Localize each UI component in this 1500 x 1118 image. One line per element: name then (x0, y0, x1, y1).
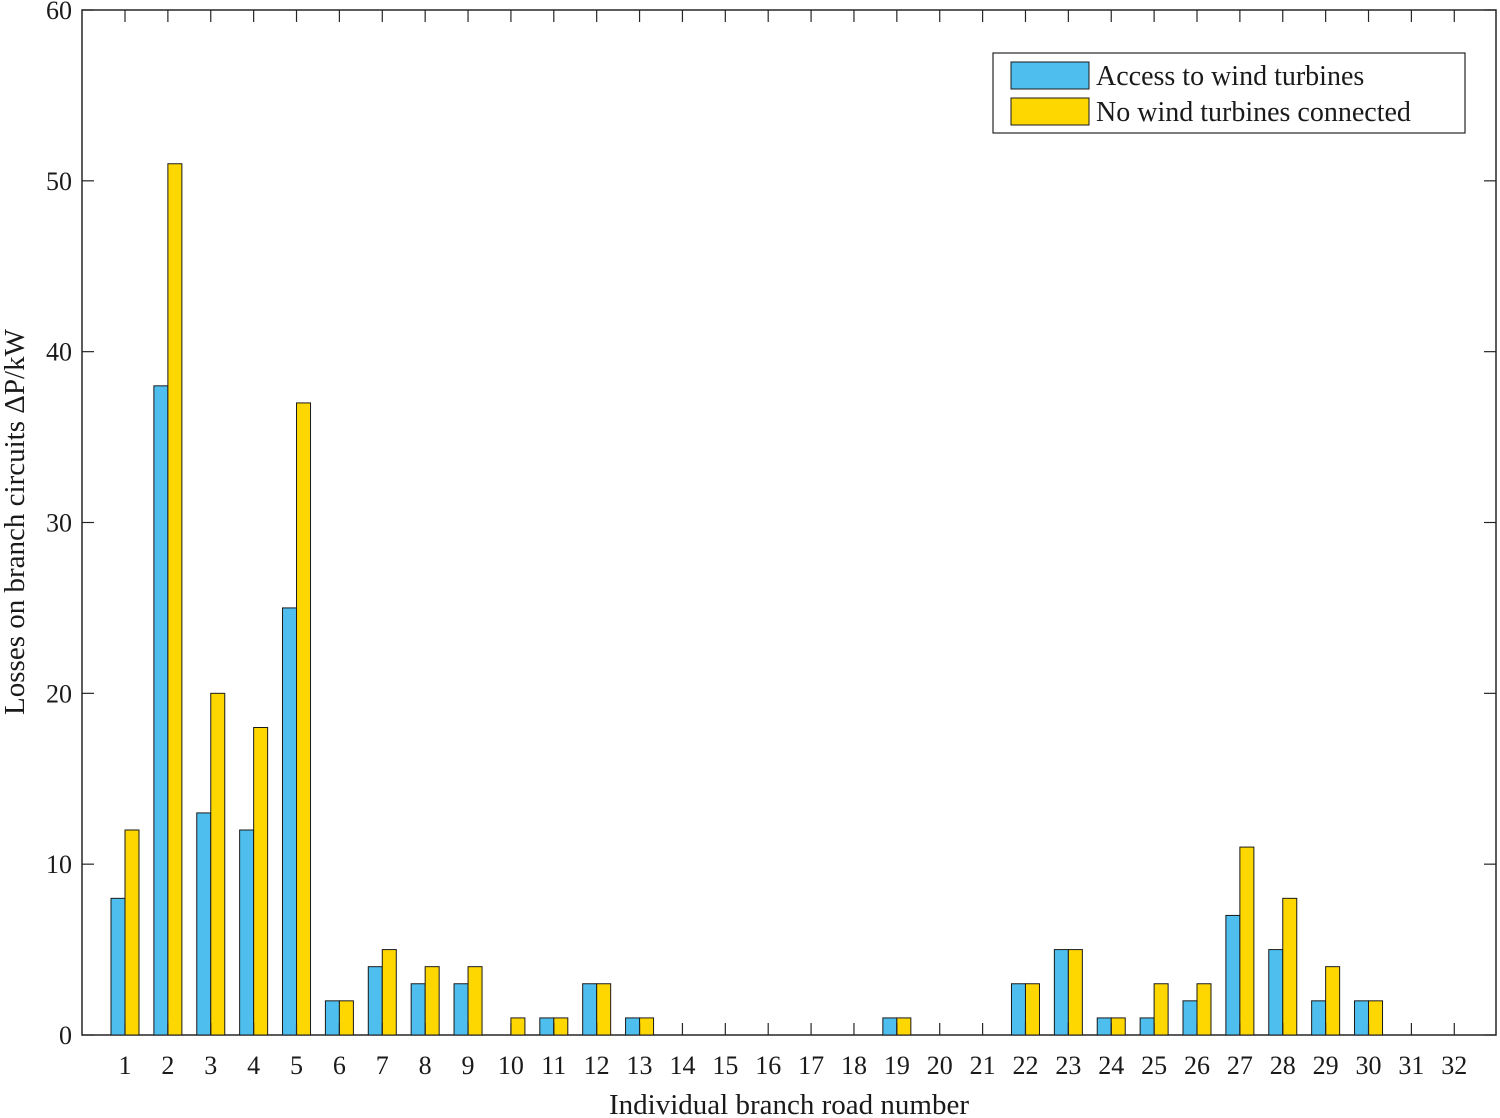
plot-area (81, 9, 1497, 1036)
legend-swatch-no-wind (1010, 97, 1090, 126)
x-tick-label-9: 9 (462, 1051, 475, 1080)
x-tick-label-6: 6 (333, 1051, 346, 1080)
x-tick-label-15: 15 (712, 1051, 738, 1080)
bar-no-wind-24 (1110, 1017, 1126, 1036)
bar-no-wind-12 (596, 983, 612, 1036)
bar-no-wind-6 (338, 1000, 354, 1036)
bar-no-wind-13 (639, 1017, 655, 1036)
y-tick-label: 30 (46, 509, 72, 538)
x-tick-label-30: 30 (1356, 1051, 1382, 1080)
legend-label-access: Access to wind turbines (1096, 61, 1364, 92)
bar-access-9 (453, 983, 469, 1036)
bar-access-13 (625, 1017, 641, 1036)
x-tick-label-8: 8 (419, 1051, 432, 1080)
x-tick-label-18: 18 (841, 1051, 867, 1080)
x-tick-label-4: 4 (247, 1051, 260, 1080)
legend: Access to wind turbines No wind turbines… (992, 52, 1466, 134)
x-tick-label-13: 13 (627, 1051, 653, 1080)
bar-access-4 (239, 829, 255, 1036)
bar-no-wind-22 (1024, 983, 1040, 1036)
bar-access-27 (1225, 914, 1241, 1036)
bar-access-19 (882, 1017, 898, 1036)
x-tick-label-22: 22 (1012, 1051, 1038, 1080)
y-tick-label: 0 (59, 1021, 72, 1050)
bar-access-23 (1053, 949, 1069, 1036)
x-tick-label-21: 21 (970, 1051, 996, 1080)
bar-access-22 (1010, 983, 1026, 1036)
bar-no-wind-3 (210, 692, 226, 1036)
x-tick-label-7: 7 (376, 1051, 389, 1080)
x-tick-label-14: 14 (669, 1051, 695, 1080)
bar-no-wind-30 (1368, 1000, 1384, 1036)
x-tick-label-17: 17 (798, 1051, 824, 1080)
bar-no-wind-7 (381, 949, 397, 1036)
x-tick-label-32: 32 (1441, 1051, 1467, 1080)
bar-no-wind-5 (296, 402, 312, 1036)
bar-access-1 (110, 897, 126, 1036)
bar-no-wind-8 (424, 966, 440, 1036)
bar-access-11 (539, 1017, 555, 1036)
bar-access-25 (1139, 1017, 1155, 1036)
x-tick-label-16: 16 (755, 1051, 781, 1080)
x-tick-label-25: 25 (1141, 1051, 1167, 1080)
x-tick-label-5: 5 (290, 1051, 303, 1080)
x-tick-label-23: 23 (1055, 1051, 1081, 1080)
x-tick-label-24: 24 (1098, 1051, 1124, 1080)
bar-access-28 (1268, 949, 1284, 1036)
bar-access-5 (282, 607, 298, 1036)
bars-group (110, 163, 1384, 1036)
bar-no-wind-19 (896, 1017, 912, 1036)
y-axis-label: Losses on branch circuits ΔP/kW (0, 328, 31, 715)
bar-no-wind-27 (1239, 846, 1255, 1036)
bar-no-wind-29 (1325, 966, 1341, 1036)
x-tick-label-12: 12 (584, 1051, 610, 1080)
x-tick-label-26: 26 (1184, 1051, 1210, 1080)
bar-access-3 (196, 812, 212, 1036)
y-tick-label: 40 (46, 338, 72, 367)
x-axis-label: Individual branch road number (609, 1089, 969, 1118)
bar-access-26 (1182, 1000, 1198, 1036)
bar-no-wind-26 (1196, 983, 1212, 1036)
legend-label-no-wind: No wind turbines connected (1096, 97, 1411, 128)
bar-access-24 (1096, 1017, 1112, 1036)
bar-no-wind-2 (167, 163, 183, 1036)
y-axis-ticks: 0 10 20 30 40 50 60 (46, 0, 1496, 1050)
y-tick-label: 10 (46, 850, 72, 879)
bar-access-8 (410, 983, 426, 1036)
x-tick-label-19: 19 (884, 1051, 910, 1080)
bar-no-wind-9 (467, 966, 483, 1036)
bar-no-wind-25 (1153, 983, 1169, 1036)
bar-no-wind-11 (553, 1017, 569, 1036)
y-tick-label: 20 (46, 679, 72, 708)
y-tick-label: 50 (46, 167, 72, 196)
bar-no-wind-1 (124, 829, 140, 1036)
y-tick-label: 60 (46, 0, 72, 25)
x-tick-label-29: 29 (1313, 1051, 1339, 1080)
legend-swatch-access (1010, 61, 1090, 90)
x-tick-label-1: 1 (119, 1051, 132, 1080)
bar-no-wind-4 (253, 727, 269, 1036)
x-tick-label-20: 20 (927, 1051, 953, 1080)
x-tick-label-2: 2 (161, 1051, 174, 1080)
bar-access-6 (324, 1000, 340, 1036)
x-tick-label-10: 10 (498, 1051, 524, 1080)
x-tick-label-3: 3 (204, 1051, 217, 1080)
bar-no-wind-28 (1282, 897, 1298, 1036)
x-tick-label-31: 31 (1398, 1051, 1424, 1080)
x-tick-label-27: 27 (1227, 1051, 1253, 1080)
bar-access-30 (1354, 1000, 1370, 1036)
bar-no-wind-10 (510, 1017, 526, 1036)
bar-access-2 (153, 385, 169, 1036)
x-tick-label-11: 11 (541, 1051, 566, 1080)
bar-access-7 (367, 966, 383, 1036)
x-axis-ticks: 1 2 3 4 5 6 7 8 9 10 11 12 13 14 15 16 17 18 19 20 21 22 23 24 2… (119, 10, 1467, 1080)
x-tick-label-28: 28 (1270, 1051, 1296, 1080)
bar-access-29 (1311, 1000, 1327, 1036)
bar-no-wind-23 (1067, 949, 1083, 1036)
bar-access-12 (582, 983, 598, 1036)
